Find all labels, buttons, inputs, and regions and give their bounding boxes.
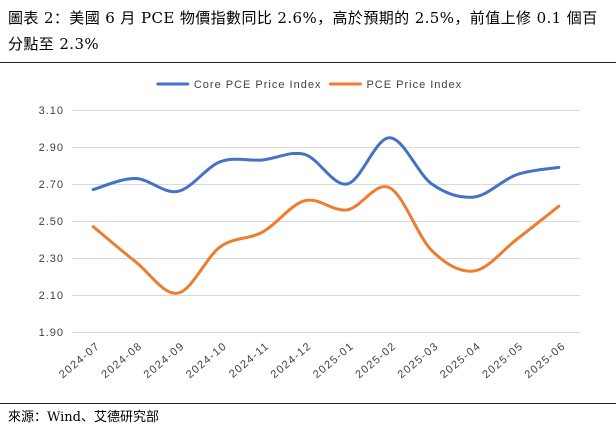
y-tick-label: 2.90: [39, 142, 64, 154]
data-point: [514, 172, 520, 178]
data-point: [387, 185, 393, 191]
data-point: [344, 207, 350, 213]
line-chart: 1.902.102.302.502.702.903.10 2024-072024…: [39, 79, 580, 381]
legend-label: PCE Price Index: [366, 79, 462, 91]
data-point: [133, 259, 139, 265]
data-point: [556, 164, 562, 170]
data-point: [175, 188, 181, 194]
x-tick-label: 2024-11: [227, 340, 272, 380]
x-tick-label: 2025-03: [396, 340, 442, 381]
data-point: [90, 224, 96, 230]
data-point: [302, 198, 308, 204]
x-tick-label: 2024-10: [184, 340, 230, 381]
x-axis: 2024-072024-082024-092024-102024-112024-…: [57, 340, 568, 381]
data-point: [260, 229, 266, 235]
legend-item-pce-price-index: PCE Price Index: [328, 79, 462, 91]
y-tick-label: 2.50: [39, 216, 64, 228]
data-point: [471, 268, 477, 274]
source-note: 來源：Wind、艾德研究部: [8, 410, 159, 425]
data-point: [90, 187, 96, 193]
data-point: [429, 181, 435, 187]
data-point: [471, 194, 477, 200]
y-axis: 1.90 2.10 2.30 2.50 2.70 2.90 3.10: [39, 105, 64, 339]
legend-item-core-pce-price-index: Core PCE Price Index: [156, 79, 322, 91]
x-tick-label: 2025-05: [480, 340, 526, 381]
plot-series: [90, 135, 562, 296]
gridlines: [72, 110, 580, 333]
legend-label: Core PCE Price Index: [194, 79, 322, 91]
y-tick-label: 2.70: [39, 179, 64, 191]
data-point: [387, 135, 393, 141]
source-divider: [0, 403, 616, 404]
x-tick-label: 2024-09: [142, 340, 188, 381]
series-line-pce-price-index: [91, 185, 561, 295]
y-tick-label: 2.10: [39, 290, 64, 302]
x-tick-label: 2025-01: [311, 340, 357, 381]
legend: Core PCE Price Index PCE Price Index: [156, 79, 462, 91]
data-point: [217, 244, 223, 250]
data-point: [344, 181, 350, 187]
figure-caption: 圖表 2：美國 6 月 PCE 物價指數同比 2.6%，高於預期的 2.5%，前…: [8, 9, 598, 53]
series-pce-price-index: [90, 185, 562, 296]
caption-divider: [0, 62, 616, 63]
y-tick-label: 3.10: [39, 105, 64, 117]
y-tick-label: 1.90: [39, 327, 64, 339]
data-point: [175, 290, 181, 296]
data-point: [217, 159, 223, 165]
x-tick-label: 2025-02: [353, 340, 399, 381]
data-point: [302, 151, 308, 157]
series-core-pce-price-index: [90, 135, 562, 200]
data-point: [133, 175, 139, 181]
x-tick-label: 2024-07: [57, 340, 103, 381]
y-tick-label: 2.30: [39, 253, 64, 265]
data-point: [556, 203, 562, 209]
x-tick-label: 2025-04: [438, 340, 484, 381]
x-tick-label: 2025-06: [523, 340, 569, 381]
data-point: [429, 248, 435, 254]
series-line-core-pce-price-index: [91, 136, 561, 199]
data-point: [260, 157, 266, 163]
x-tick-label: 2024-08: [99, 340, 145, 381]
data-point: [514, 237, 520, 243]
x-tick-label: 2024-12: [269, 340, 315, 381]
